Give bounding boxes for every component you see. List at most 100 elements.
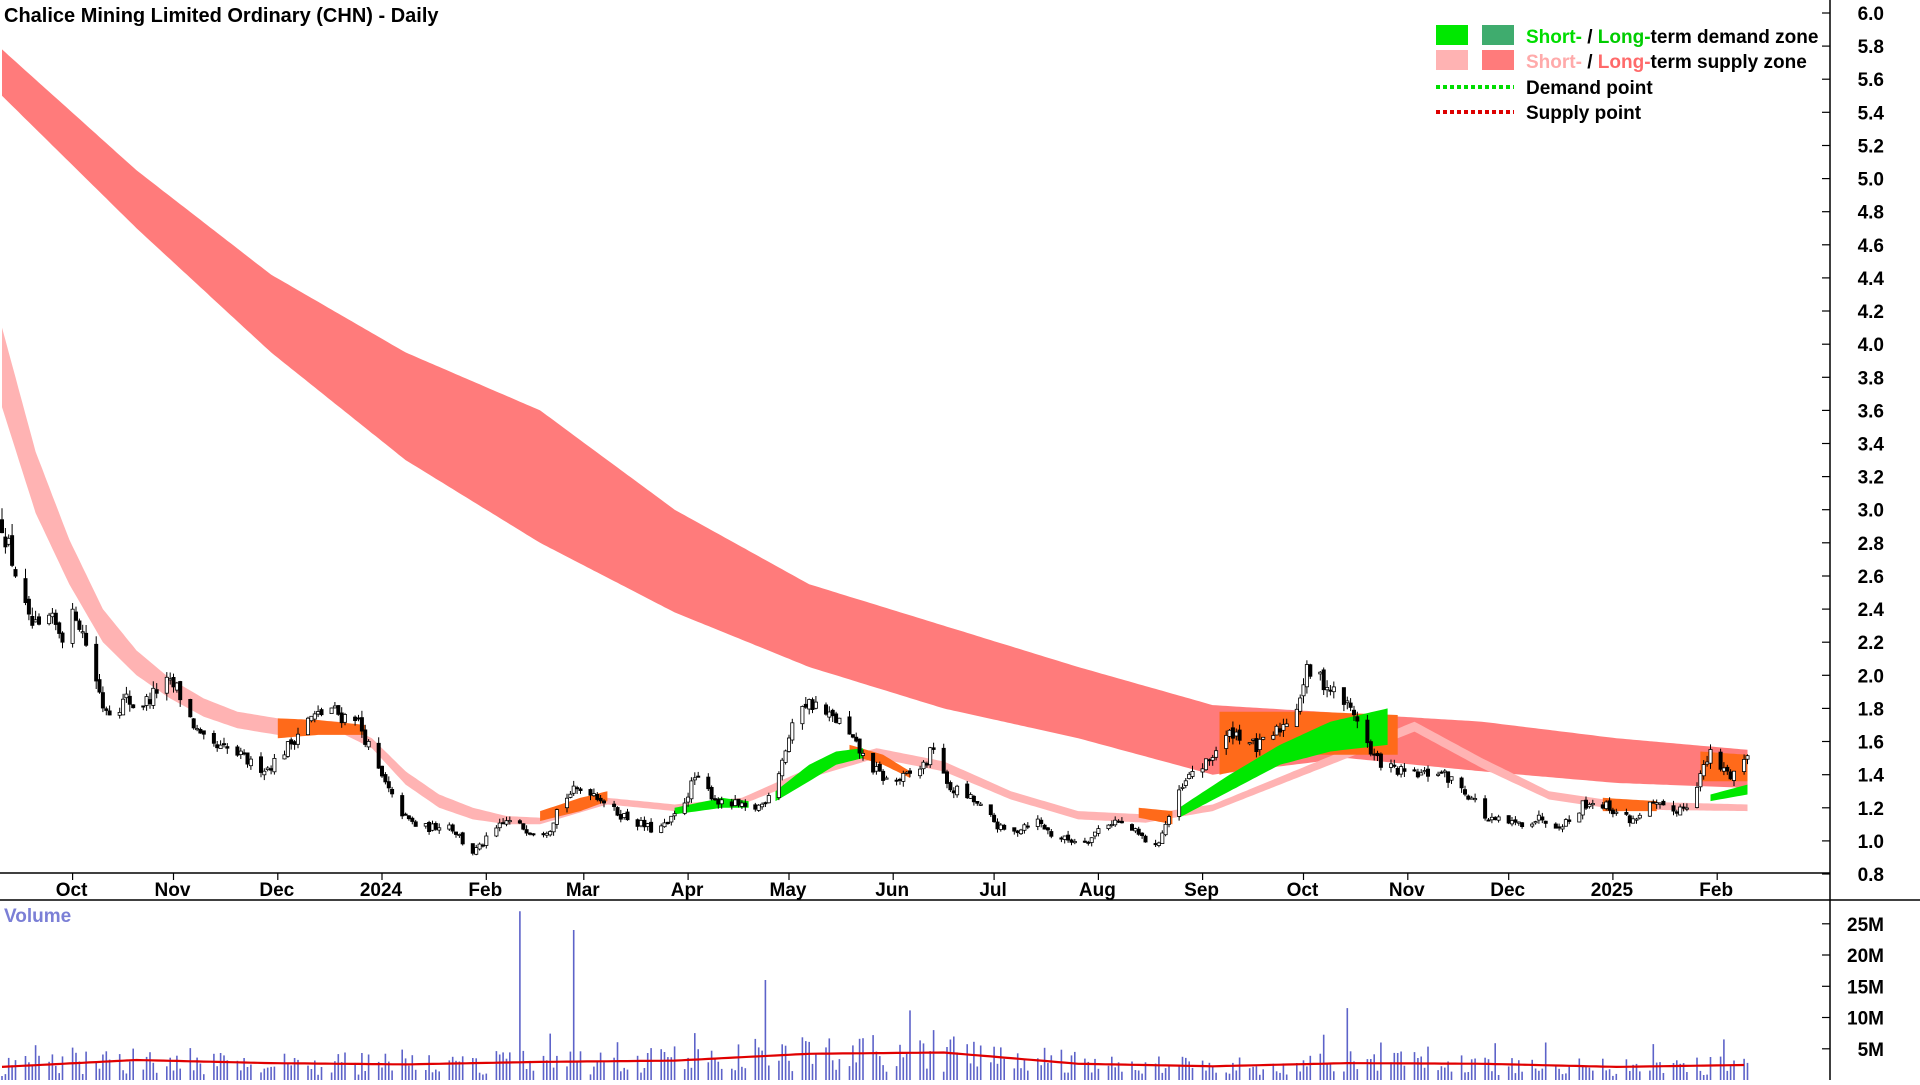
candle [248, 756, 253, 770]
candle [26, 596, 31, 621]
candle [1304, 660, 1309, 694]
candle [854, 732, 859, 743]
candle [1493, 816, 1498, 821]
candle [1436, 771, 1441, 777]
candle [881, 769, 886, 785]
candle [121, 693, 126, 716]
candle [995, 818, 1000, 833]
legend-long-supply-swatch [1482, 50, 1514, 70]
candle [1651, 799, 1656, 804]
price-y-ticks: 6.0 5.8 5.6 5.4 5.2 5.0 4.8 4.6 4.4 4.2 4.0 3.8 3.6 3… [1822, 4, 1884, 886]
candle [871, 752, 876, 775]
candle [117, 707, 122, 719]
legend-short-demand-swatch [1436, 25, 1468, 45]
candle [124, 686, 129, 703]
candle [662, 818, 667, 828]
candle [1321, 667, 1326, 695]
candle [1469, 795, 1474, 800]
y-tick-label: 5.4 [1858, 103, 1885, 124]
short-term-demand-zone-2 [1179, 708, 1388, 818]
candle [77, 618, 82, 632]
candle [898, 777, 903, 785]
candle [672, 810, 677, 820]
volume-moving-average [1, 1051, 1745, 1069]
candle [968, 792, 973, 799]
candle [1533, 820, 1538, 825]
candle [1395, 766, 1400, 777]
candle [528, 832, 533, 836]
candle [988, 804, 993, 817]
candle [908, 768, 913, 778]
candle [682, 798, 687, 816]
y-tick-label: 6.0 [1858, 4, 1884, 25]
candle [975, 801, 980, 806]
candle [1684, 803, 1689, 812]
candle [847, 711, 852, 735]
candle [565, 793, 570, 813]
x-tick-label: May [770, 880, 807, 901]
candle [642, 816, 647, 831]
candle [245, 752, 250, 768]
candle [1039, 817, 1044, 828]
candle [1671, 800, 1676, 816]
candle [201, 730, 206, 740]
candle [645, 822, 650, 831]
x-tick-label: Feb [468, 880, 502, 901]
candle [1415, 768, 1420, 779]
candle [1328, 685, 1333, 696]
candle [211, 730, 216, 747]
x-tick-label: Sep [1184, 880, 1219, 901]
candle [1607, 797, 1612, 814]
candle [830, 708, 835, 722]
candle [474, 844, 479, 856]
candle [1086, 840, 1091, 846]
candle [1352, 705, 1357, 721]
x-tick-label: Oct [1287, 880, 1319, 901]
candle [1167, 814, 1172, 828]
x-tick-label: 2025 [1591, 880, 1634, 901]
candle [1136, 826, 1141, 836]
candle [931, 742, 936, 754]
y-tick-label: 1.6 [1858, 733, 1884, 754]
candle [1426, 765, 1431, 782]
candle [827, 706, 832, 722]
candle [719, 796, 724, 809]
candle [1180, 783, 1185, 791]
candle [1042, 823, 1047, 830]
candle [151, 681, 156, 709]
candle [971, 794, 976, 806]
candle [1540, 812, 1545, 824]
candle [477, 842, 482, 851]
candle [1422, 767, 1427, 775]
candle [813, 696, 818, 710]
y-tick-label: 4.2 [1858, 302, 1884, 323]
candle [1674, 809, 1679, 817]
candle [33, 610, 38, 623]
candle [60, 631, 65, 649]
candle [1089, 837, 1094, 847]
legend-supply-zone-label: Short- / Long-term supply zone [1526, 52, 1807, 73]
candle [824, 702, 829, 716]
legend-demand-long: Long- [1598, 27, 1651, 48]
candle [1745, 754, 1750, 765]
volume-tick-label: 10M [1847, 1009, 1884, 1030]
candle [453, 831, 458, 838]
candle [305, 716, 310, 736]
candle [602, 799, 607, 808]
y-tick-label: 0.8 [1858, 865, 1884, 886]
candle [154, 683, 159, 699]
candle [423, 823, 428, 829]
candle [1577, 812, 1582, 823]
candle [10, 524, 15, 568]
candle [258, 752, 263, 778]
candle [709, 785, 714, 801]
candle [1463, 785, 1468, 797]
y-tick-label: 1.2 [1858, 799, 1884, 820]
candle [1062, 835, 1067, 844]
candle [1019, 828, 1024, 835]
candle [494, 825, 499, 838]
candle [400, 792, 405, 820]
candle [1520, 822, 1525, 829]
candle [598, 795, 603, 804]
